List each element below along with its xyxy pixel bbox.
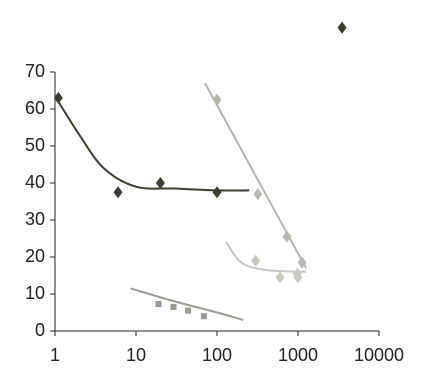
y-tick-label: 20 xyxy=(25,246,45,266)
y-tick-label: 0 xyxy=(35,320,45,340)
x-tick-label: 10000 xyxy=(354,345,404,365)
x-tick-label: 1 xyxy=(50,345,60,365)
point xyxy=(200,313,207,320)
trendline xyxy=(204,82,308,269)
point xyxy=(297,256,307,269)
point xyxy=(170,303,177,310)
point xyxy=(155,300,162,307)
trendline xyxy=(130,287,244,321)
x-tick-label: 1000 xyxy=(278,345,318,365)
x-tick-label: 10 xyxy=(126,345,146,365)
point xyxy=(155,177,165,189)
point xyxy=(212,93,222,106)
point xyxy=(293,271,303,284)
point xyxy=(212,186,222,199)
y-tick-label: 30 xyxy=(25,209,45,229)
point xyxy=(251,254,261,267)
y-tick-label: 40 xyxy=(25,172,45,192)
point xyxy=(113,186,123,199)
x-tick-label: 100 xyxy=(202,345,232,365)
trendline xyxy=(57,101,250,192)
y-tick-label: 70 xyxy=(25,61,45,81)
point xyxy=(253,188,263,201)
y-tick-label: 50 xyxy=(25,135,45,155)
point xyxy=(275,271,285,284)
trendline xyxy=(225,241,307,273)
point xyxy=(282,230,292,243)
y-tick-label: 60 xyxy=(25,98,45,118)
point xyxy=(337,21,347,34)
y-tick-label: 10 xyxy=(25,283,45,303)
point xyxy=(53,91,63,104)
point xyxy=(185,307,192,314)
